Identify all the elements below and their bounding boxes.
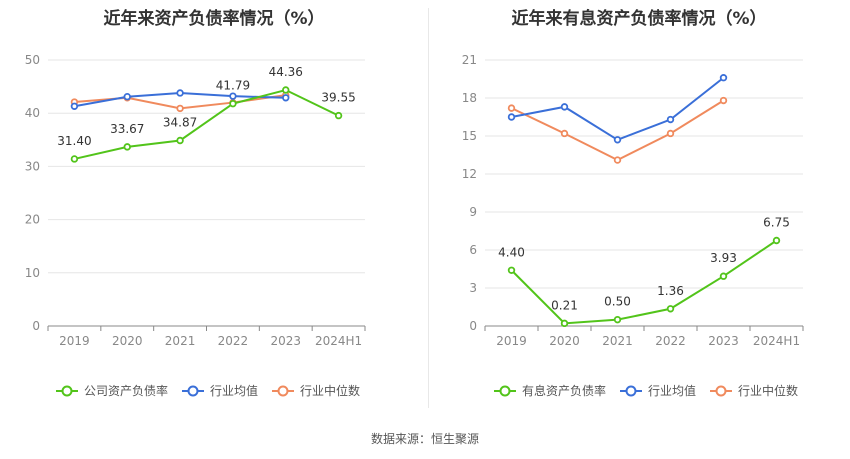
x-tick-label: 2020 xyxy=(549,334,580,348)
legend-item-label[interactable]: 行业均值 xyxy=(210,383,258,398)
x-tick-label: 2023 xyxy=(270,334,301,348)
chart-title-debt-ratio: 近年来资产负债率情况（%） xyxy=(103,9,325,29)
series-line xyxy=(511,99,725,162)
data-point xyxy=(560,103,569,111)
data-point xyxy=(176,136,184,145)
data-point xyxy=(176,104,184,113)
y-tick-label: 3 xyxy=(469,281,477,295)
x-tick-label: 2022 xyxy=(655,334,686,348)
source-note: 数据来源：恒生聚源 xyxy=(370,432,479,446)
series-line xyxy=(74,88,340,160)
data-point xyxy=(507,104,516,112)
legend-item-label[interactable]: 公司资产负债率 xyxy=(84,383,168,398)
y-tick-label: 9 xyxy=(469,205,477,219)
data-point xyxy=(70,102,79,110)
y-tick-label: 0 xyxy=(32,319,40,333)
data-point xyxy=(666,305,675,313)
legend-item-label[interactable]: 行业中位数 xyxy=(738,383,798,398)
data-point xyxy=(613,136,622,144)
y-tick-label: 6 xyxy=(469,243,477,257)
data-point xyxy=(123,93,131,101)
data-label: 6.75 xyxy=(763,216,790,230)
chart-title-interest-debt-ratio: 近年来有息资产负债率情况（%） xyxy=(511,9,767,29)
data-label: 41.79 xyxy=(216,79,250,93)
data-point xyxy=(772,236,781,245)
data-point xyxy=(613,315,622,324)
x-tick-label: 2022 xyxy=(218,334,249,348)
data-point xyxy=(613,156,622,164)
y-tick-label: 0 xyxy=(469,319,477,333)
data-point xyxy=(507,266,516,274)
legend-swatch-marker xyxy=(277,385,289,397)
y-tick-label: 20 xyxy=(25,213,40,227)
data-point xyxy=(229,99,237,108)
panel-divider xyxy=(428,8,429,408)
data-label: 0.21 xyxy=(551,298,578,312)
x-tick-label: 2024H1 xyxy=(753,334,800,348)
data-point xyxy=(123,143,131,151)
data-point xyxy=(282,94,290,102)
legend-swatch-marker xyxy=(187,385,199,397)
data-point xyxy=(507,113,516,121)
data-point xyxy=(176,89,184,97)
y-tick-label: 15 xyxy=(462,129,477,143)
legend-item-label[interactable]: 行业中位数 xyxy=(300,383,360,398)
data-label: 0.50 xyxy=(604,295,631,309)
data-label: 33.67 xyxy=(110,122,144,136)
legend-swatch-marker xyxy=(715,385,727,397)
legend-item-label[interactable]: 有息资产负债率 xyxy=(522,383,606,398)
legend-swatch-marker xyxy=(625,385,637,397)
y-tick-label: 30 xyxy=(25,159,40,173)
x-tick-label: 2021 xyxy=(165,334,196,348)
data-point xyxy=(282,86,290,94)
data-point xyxy=(719,74,728,82)
data-point xyxy=(719,272,728,280)
legend-swatch-marker xyxy=(499,385,511,397)
data-point xyxy=(334,111,343,120)
legend-item-label[interactable]: 行业均值 xyxy=(648,383,696,398)
data-point xyxy=(560,319,569,328)
legend-swatch-marker xyxy=(61,385,73,397)
data-point xyxy=(70,155,79,163)
data-label: 31.40 xyxy=(57,134,91,148)
series-line xyxy=(511,76,725,141)
data-point xyxy=(719,96,728,105)
x-tick-label: 2020 xyxy=(112,334,143,348)
x-tick-label: 2021 xyxy=(602,334,633,348)
data-point xyxy=(666,115,675,124)
x-tick-label: 2023 xyxy=(708,334,739,348)
x-tick-label: 2019 xyxy=(496,334,527,348)
data-point xyxy=(666,129,675,138)
y-tick-label: 21 xyxy=(462,53,477,67)
series-line xyxy=(510,239,778,325)
x-tick-label: 2019 xyxy=(59,334,90,348)
data-label: 34.87 xyxy=(163,115,197,129)
data-label: 39.55 xyxy=(321,91,355,105)
y-tick-label: 50 xyxy=(25,53,40,67)
y-tick-label: 10 xyxy=(25,266,40,280)
data-point xyxy=(560,129,569,138)
data-label: 4.40 xyxy=(498,245,525,259)
y-tick-label: 18 xyxy=(462,91,477,105)
y-tick-label: 40 xyxy=(25,106,40,120)
y-tick-label: 12 xyxy=(462,167,477,181)
data-label: 3.93 xyxy=(710,251,737,265)
x-tick-label: 2024H1 xyxy=(315,334,362,348)
data-point xyxy=(229,92,237,100)
data-label: 1.36 xyxy=(657,284,684,298)
data-label: 44.36 xyxy=(269,65,303,79)
